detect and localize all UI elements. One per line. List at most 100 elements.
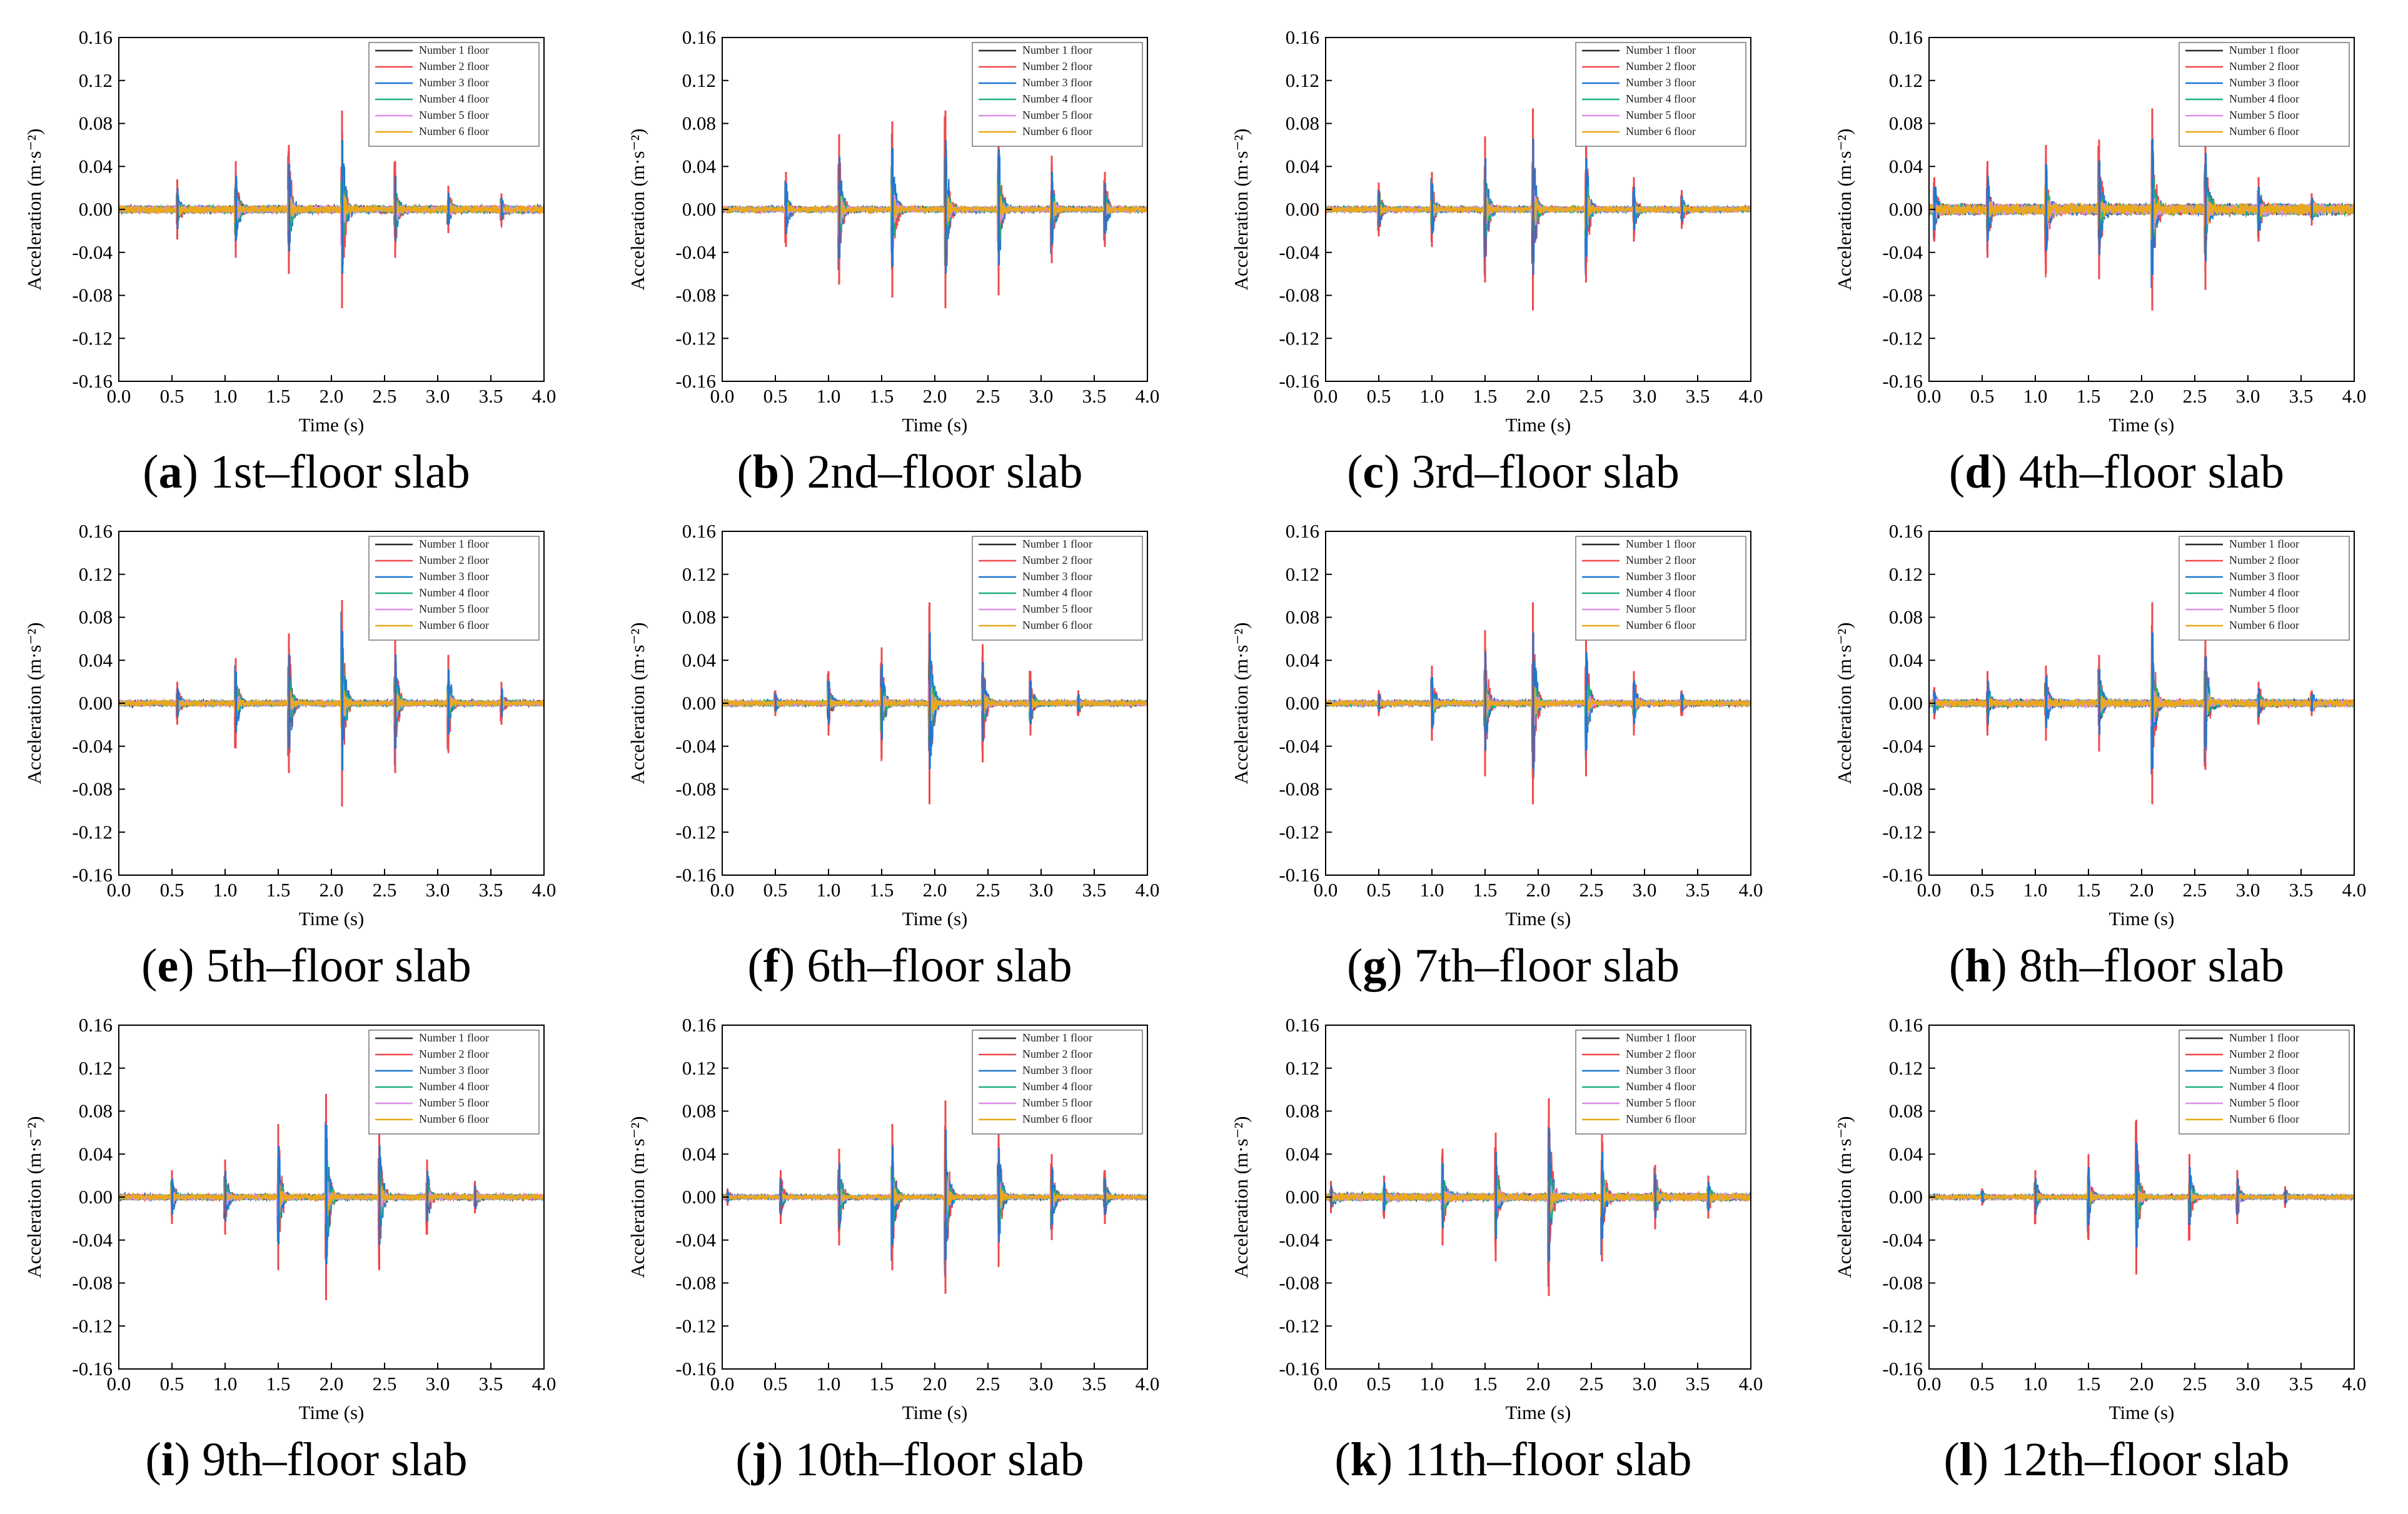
x-tick-label: 4.0 [1136,385,1160,407]
panel-caption-text: 2nd–floor slab [795,446,1083,498]
series-group [119,110,544,309]
legend-box [972,1030,1143,1135]
y-axis-label: Acceleration (m·s⁻²) [1833,623,1855,785]
legend-box [972,42,1143,147]
x-axis-label: Time (s) [1506,908,1571,930]
series-line-6 [119,1175,544,1216]
x-tick-label: 1.5 [2077,879,2101,901]
panel-letter: a [158,446,183,498]
panel-caption-text: 6th–floor slab [795,940,1072,992]
panel-caption: (h) 8th–floor slab [1948,940,2285,992]
y-tick-label: -0.04 [675,1229,716,1251]
panel-caption: (l) 12th–floor slab [1943,1433,2290,1486]
y-axis-label: Acceleration (m·s⁻²) [23,1116,45,1278]
series-group [119,600,544,806]
x-tick-label: 0.5 [1367,1373,1391,1395]
chart-svg-g: 0.16 0.12 0.08 0.04 0.00 -0.04 -0.08 -0.12 -0.16… [1230,520,1763,930]
y-tick-label: 0.00 [1286,198,1319,220]
legend-box [368,1030,540,1135]
legend-box [2179,1030,2350,1135]
x-tick-label: 3.5 [479,385,503,407]
y-tick-label: -0.16 [72,1358,113,1380]
series-line-6 [1326,678,1751,727]
chart-panel-b: 0.16 0.12 0.08 0.04 0.00 -0.04 -0.08 -0.12 -0.16… [610,13,1210,506]
x-tick-label: 3.0 [426,1373,450,1395]
legend-label: Number 1 floor [1626,1031,1696,1044]
x-tick-label: 0.5 [160,879,184,901]
x-tick-label: 3.5 [1082,1373,1107,1395]
series-line-3 [1929,151,2354,289]
y-tick-label: 0.08 [682,1100,716,1122]
y-tick-label: 0.04 [682,155,717,177]
chart-panel-h: 0.16 0.12 0.08 0.04 0.00 -0.04 -0.08 -0.12 -0.16… [1816,506,2408,1000]
x-tick-label: 1.0 [213,1373,238,1395]
y-tick-label: -0.08 [1279,1272,1319,1294]
legend-label: Number 6 floor [419,125,489,138]
x-tick-label: 3.5 [1082,385,1107,407]
y-tick-label: 0.00 [1889,1186,1923,1208]
x-tick-label: 2.0 [923,385,947,407]
y-tick-label: 0.12 [682,1057,716,1079]
panel-letter: k [1350,1433,1377,1486]
legend-label: Number 2 floor [419,1048,489,1060]
y-tick-label: -0.08 [1279,284,1319,306]
y-tick-label: 0.12 [1286,69,1319,91]
series-line-6 [119,678,544,728]
y-tick-label: 0.08 [682,606,716,628]
legend-label: Number 2 floor [1626,554,1696,566]
legend-label: Number 4 floor [1626,1080,1696,1093]
x-tick-label: 0.5 [763,385,788,407]
y-tick-label: 0.12 [1286,1057,1319,1079]
y-axis-label: Acceleration (m·s⁻²) [1833,1116,1855,1278]
y-tick-label: -0.08 [675,778,716,800]
x-tick-label: 3.0 [426,385,450,407]
legend-label: Number 2 floor [2229,60,2299,73]
panel-letter: c [1363,446,1384,498]
y-axis-label: Acceleration (m·s⁻²) [627,623,648,785]
y-tick-label: -0.12 [1882,821,1923,843]
y-tick-label: 0.16 [682,26,716,48]
series-line-2 [722,1126,1147,1260]
series-line-6 [1326,186,1751,233]
panel-caption: (g) 7th–floor slab [1347,940,1680,992]
x-tick-label: 3.0 [1633,385,1657,407]
legend-label: Number 2 floor [2229,1048,2299,1060]
y-tick-label: 0.08 [1889,1100,1923,1122]
y-tick-label: 0.16 [79,1014,113,1036]
x-tick-label: 0.0 [710,1373,735,1395]
y-tick-label: -0.04 [675,735,716,757]
legend-label: Number 6 floor [1022,619,1092,631]
y-tick-label: -0.04 [1882,735,1923,757]
x-tick-label: 0.5 [763,1373,788,1395]
panel-caption-text: 11th–floor slab [1393,1433,1692,1486]
y-tick-label: 0.00 [1889,198,1923,220]
y-tick-label: -0.16 [675,1358,716,1380]
x-tick-label: 3.5 [1686,1373,1710,1395]
y-tick-label: -0.04 [1279,735,1319,757]
series-line-2 [1929,625,2354,766]
x-tick-label: 2.0 [1526,1373,1551,1395]
x-tick-label: 0.5 [1367,879,1391,901]
x-tick-label: 1.0 [817,879,841,901]
y-tick-label: 0.08 [79,1100,113,1122]
legend-label: Number 1 floor [2229,44,2299,56]
y-tick-label: 0.00 [682,1186,716,1208]
legend-label: Number 4 floor [2229,1080,2299,1093]
x-tick-label: 2.5 [2183,1373,2207,1395]
panel-letter: e [157,940,179,992]
legend-label: Number 4 floor [1626,586,1696,599]
x-tick-label: 2.0 [923,1373,947,1395]
y-tick-label: 0.04 [1286,1143,1320,1165]
y-tick-label: -0.16 [1279,864,1319,886]
x-axis-label: Time (s) [299,1401,365,1423]
legend-label: Number 6 floor [1022,1113,1092,1125]
panel-letter: i [161,1433,174,1486]
series-line-5 [1326,1172,1751,1229]
legend-label: Number 3 floor [1626,1064,1696,1076]
legend-label: Number 3 floor [1626,76,1696,89]
legend-label: Number 4 floor [419,93,489,105]
series-group [722,110,1147,309]
x-tick-label: 4.0 [1739,1373,1763,1395]
x-tick-label: 1.0 [1420,879,1444,901]
y-tick-label: 0.16 [79,520,113,542]
